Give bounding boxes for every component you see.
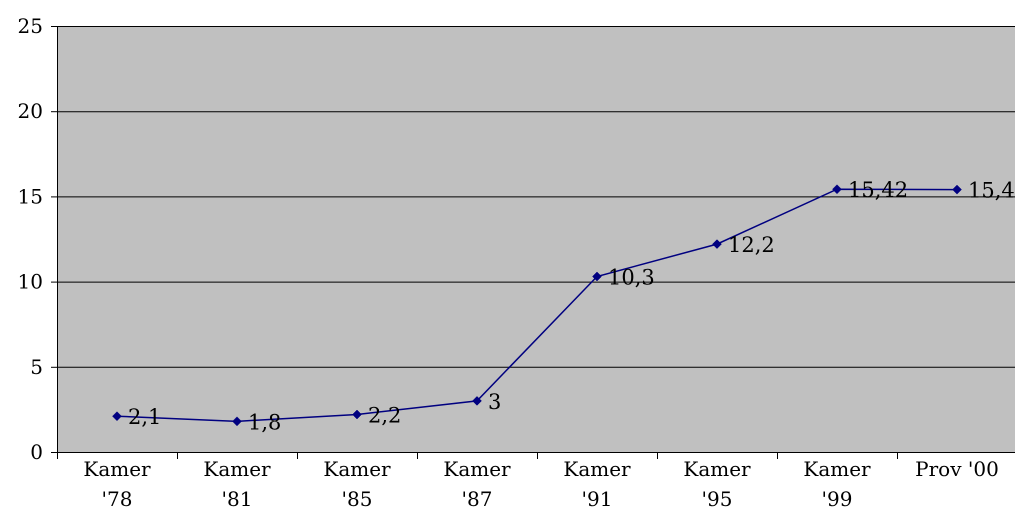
plot-area	[57, 26, 1015, 452]
y-axis-ticks: 0 5 10 15 20 25	[18, 14, 57, 464]
series-line	[116, 188, 958, 423]
data-label: 15,42	[848, 178, 908, 202]
data-labels: 2,1 1,8 2,2 3 10,3 12,2 15,42 15,4	[128, 178, 1015, 434]
x-tick-label: Kamer '95	[683, 457, 751, 511]
data-point-marker	[592, 271, 602, 282]
x-tick-label-line: '95	[702, 487, 733, 511]
x-tick-label-line: '81	[222, 487, 253, 511]
x-tick-label: Kamer '85	[323, 457, 391, 511]
gridlines	[57, 26, 1015, 368]
x-tick-label: Kamer '99	[803, 457, 871, 511]
x-tick-label-line: '78	[102, 487, 133, 511]
data-point-marker	[472, 396, 482, 406]
y-tick-label: 20	[18, 99, 43, 123]
x-tick-label-line: Kamer	[683, 457, 751, 481]
data-point-marker	[112, 411, 122, 422]
y-tick-label: 10	[18, 270, 43, 294]
data-point-marker	[952, 184, 962, 195]
data-point-marker	[832, 184, 842, 195]
x-tick-label-line: '91	[582, 487, 613, 511]
x-tick-label: Kamer '91	[563, 457, 631, 511]
x-tick-label: Prov '00	[915, 457, 999, 481]
y-tick-label: 0	[30, 440, 43, 464]
data-point-marker	[232, 416, 242, 427]
x-tick-label-line: '99	[822, 487, 853, 511]
x-tick-label-line: Kamer	[803, 457, 871, 481]
x-tick-label-line: '87	[462, 487, 493, 511]
data-label: 15,4	[968, 179, 1015, 203]
x-tick-label-line: Kamer	[443, 457, 511, 481]
x-tick-label-line: Prov '00	[915, 457, 999, 481]
x-tick-label-line: '85	[342, 487, 373, 511]
x-tick-label-line: Kamer	[323, 457, 391, 481]
x-tick-label-line: Kamer	[83, 457, 151, 481]
axes	[57, 26, 1015, 453]
x-tick-label: Kamer '78	[83, 457, 151, 511]
data-label: 3	[488, 390, 501, 414]
data-label: 1,8	[248, 410, 281, 434]
series-group	[112, 184, 962, 427]
x-tick-label-line: Kamer	[203, 457, 271, 481]
y-tick-label: 25	[18, 14, 43, 38]
x-tick-label-line: Kamer	[563, 457, 631, 481]
data-point-marker	[712, 239, 722, 249]
data-label: 2,1	[128, 405, 161, 429]
y-tick-label: 5	[30, 355, 43, 379]
y-tick-label: 15	[18, 184, 43, 208]
x-axis-ticks: Kamer '78 Kamer '81 Kamer '85 Kamer '87 Kamer '91…	[57, 452, 999, 511]
data-label: 2,2	[368, 404, 401, 428]
x-tick-label: Kamer '81	[203, 457, 271, 511]
data-point-marker	[352, 409, 362, 420]
data-label: 10,3	[608, 265, 655, 289]
data-label: 12,2	[728, 233, 775, 257]
x-tick-label: Kamer '87	[443, 457, 511, 511]
